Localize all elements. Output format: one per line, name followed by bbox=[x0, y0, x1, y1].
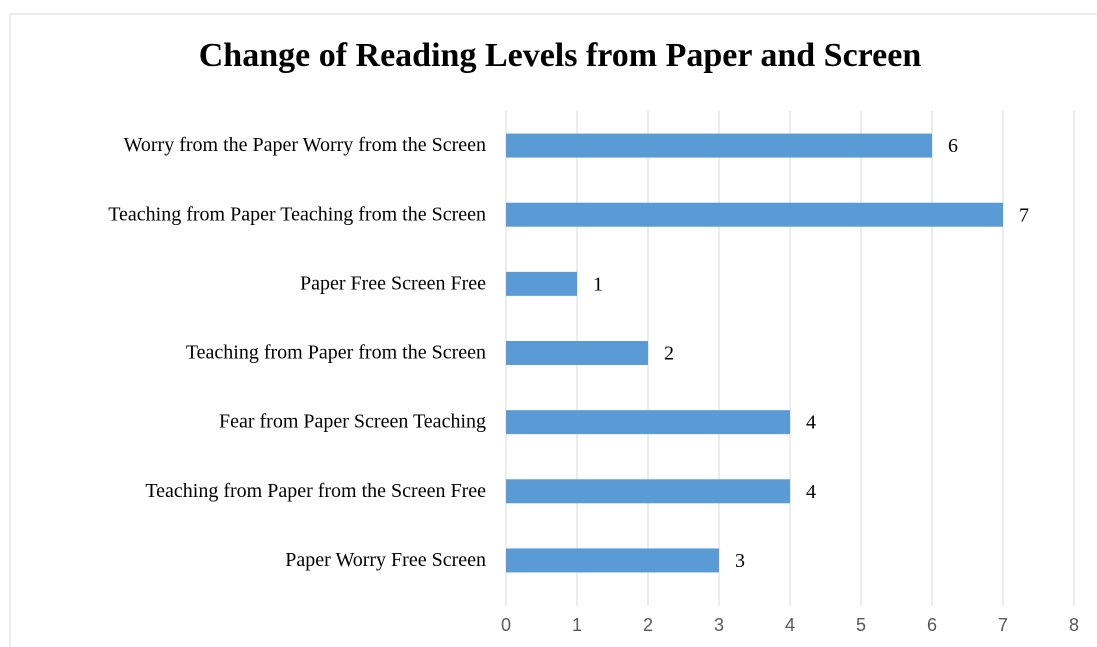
y-tick-label: Fear from Paper Screen Teaching bbox=[219, 411, 486, 433]
x-tick-label: 6 bbox=[927, 615, 937, 635]
bar bbox=[506, 341, 648, 365]
x-tick-label: 1 bbox=[572, 615, 582, 635]
x-tick-label: 5 bbox=[856, 615, 866, 635]
x-tick-label: 3 bbox=[714, 615, 724, 635]
chart-border bbox=[9, 13, 1097, 647]
x-tick-label: 4 bbox=[785, 615, 795, 635]
bar bbox=[506, 479, 790, 504]
y-tick-label: Paper Worry Free Screen bbox=[285, 549, 486, 571]
x-tick-label: 2 bbox=[643, 615, 653, 635]
y-tick-label: Paper Free Screen Free bbox=[300, 272, 486, 294]
bar bbox=[506, 410, 790, 435]
bar bbox=[506, 202, 1003, 227]
y-tick-label: Teaching from Paper from the Screen bbox=[186, 342, 486, 364]
data-label: 7 bbox=[1019, 204, 1029, 226]
data-label: 4 bbox=[806, 481, 816, 503]
data-label: 4 bbox=[806, 412, 816, 434]
bar bbox=[506, 271, 577, 296]
data-label: 3 bbox=[735, 550, 745, 572]
x-tick-label: 8 bbox=[1069, 615, 1079, 635]
x-tick-label: 0 bbox=[501, 615, 511, 635]
bar bbox=[506, 548, 719, 573]
x-tick-label: 7 bbox=[998, 615, 1008, 635]
y-tick-label: Teaching from Paper from the Screen Free bbox=[145, 480, 486, 502]
chart-title: Change of Reading Levels from Paper and … bbox=[199, 37, 922, 74]
y-tick-label: Teaching from Paper Teaching from the Sc… bbox=[108, 203, 486, 225]
data-label: 2 bbox=[664, 343, 674, 365]
y-tick-label: Worry from the Paper Worry from the Scre… bbox=[124, 134, 486, 156]
data-label: 6 bbox=[948, 135, 958, 157]
data-label: 1 bbox=[593, 273, 603, 295]
bar bbox=[506, 133, 932, 158]
